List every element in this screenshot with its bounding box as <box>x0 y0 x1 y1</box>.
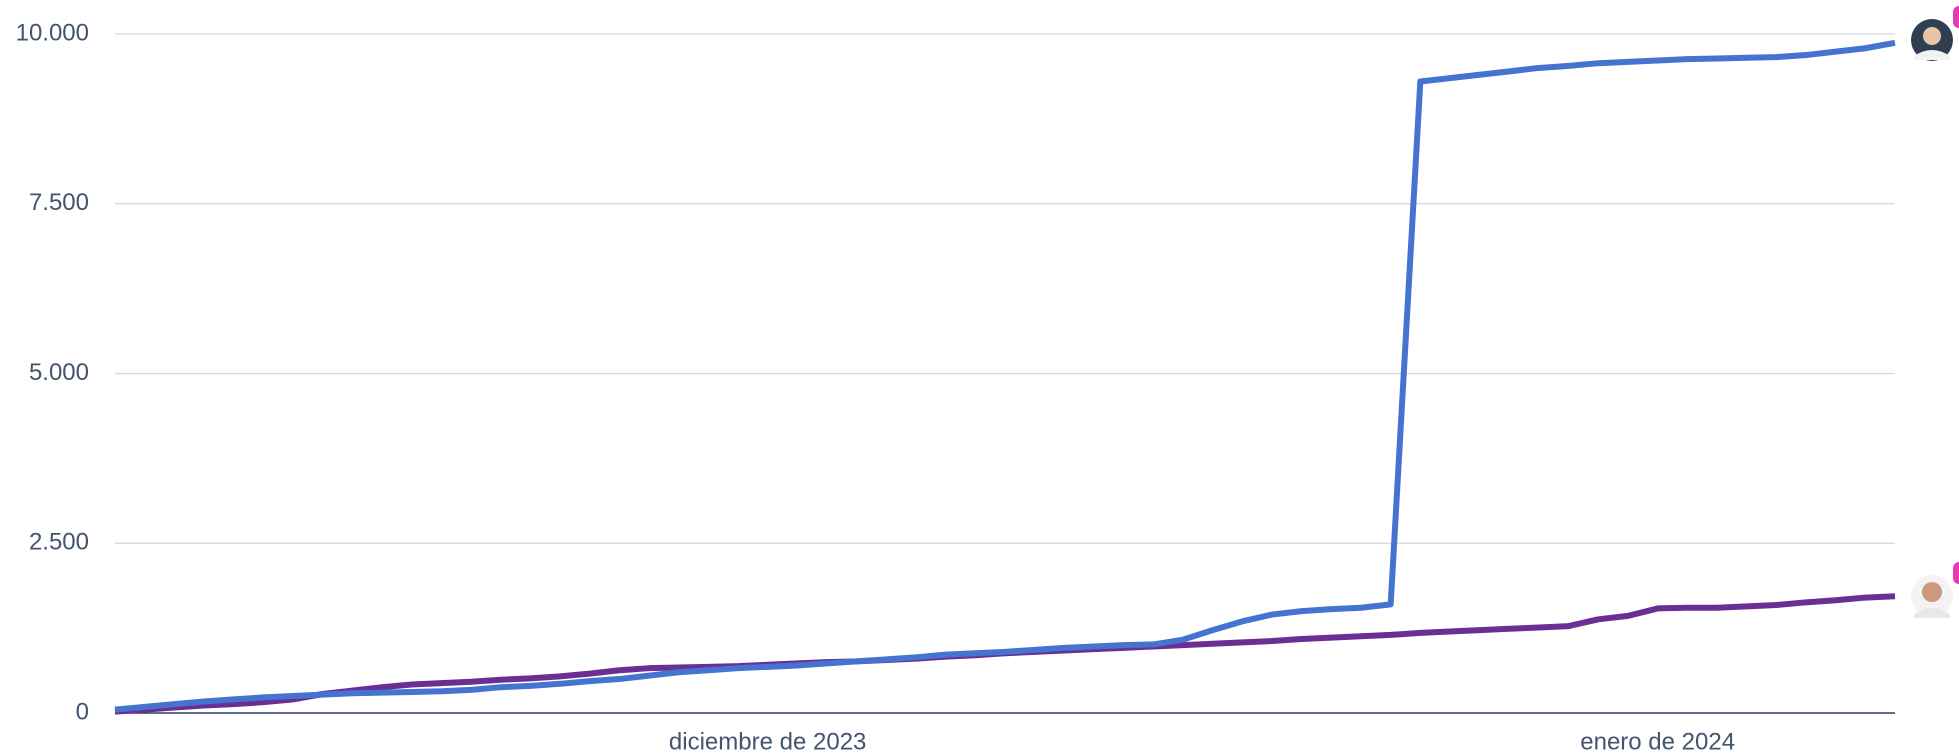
y-tick-label: 7.500 <box>29 189 89 216</box>
y-tick-label: 10.000 <box>16 19 89 46</box>
y-tick-label: 2.500 <box>29 529 89 556</box>
y-tick-label: 0 <box>76 698 89 725</box>
avatar-bottom <box>1911 562 1959 618</box>
y-tick-label: 5.000 <box>29 359 89 386</box>
avatar-top <box>1911 6 1959 61</box>
x-tick-label: enero de 2024 <box>1580 728 1735 755</box>
series-line <box>114 39 1896 713</box>
x-tick-label: diciembre de 2023 <box>669 728 866 755</box>
